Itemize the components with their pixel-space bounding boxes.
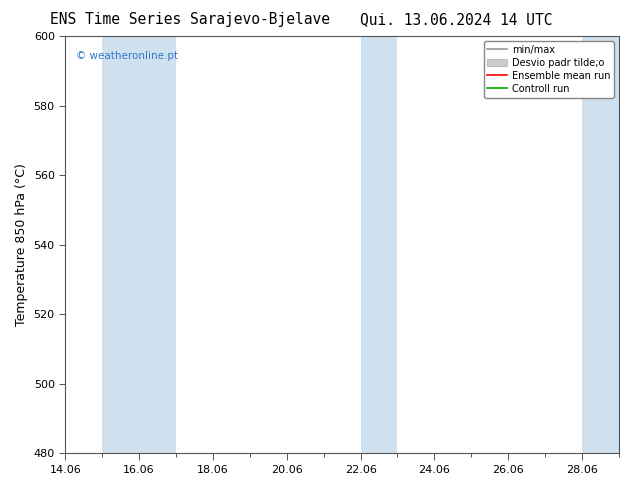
Bar: [361, 36, 398, 453]
Bar: [102, 36, 176, 453]
Text: © weatheronline.pt: © weatheronline.pt: [76, 51, 178, 61]
Legend: min/max, Desvio padr tilde;o, Ensemble mean run, Controll run: min/max, Desvio padr tilde;o, Ensemble m…: [484, 41, 614, 98]
Text: ENS Time Series Sarajevo-Bjelave: ENS Time Series Sarajevo-Bjelave: [50, 12, 330, 27]
Y-axis label: Temperature 850 hPa (°C): Temperature 850 hPa (°C): [15, 163, 28, 326]
Text: Qui. 13.06.2024 14 UTC: Qui. 13.06.2024 14 UTC: [360, 12, 553, 27]
Bar: [582, 36, 619, 453]
